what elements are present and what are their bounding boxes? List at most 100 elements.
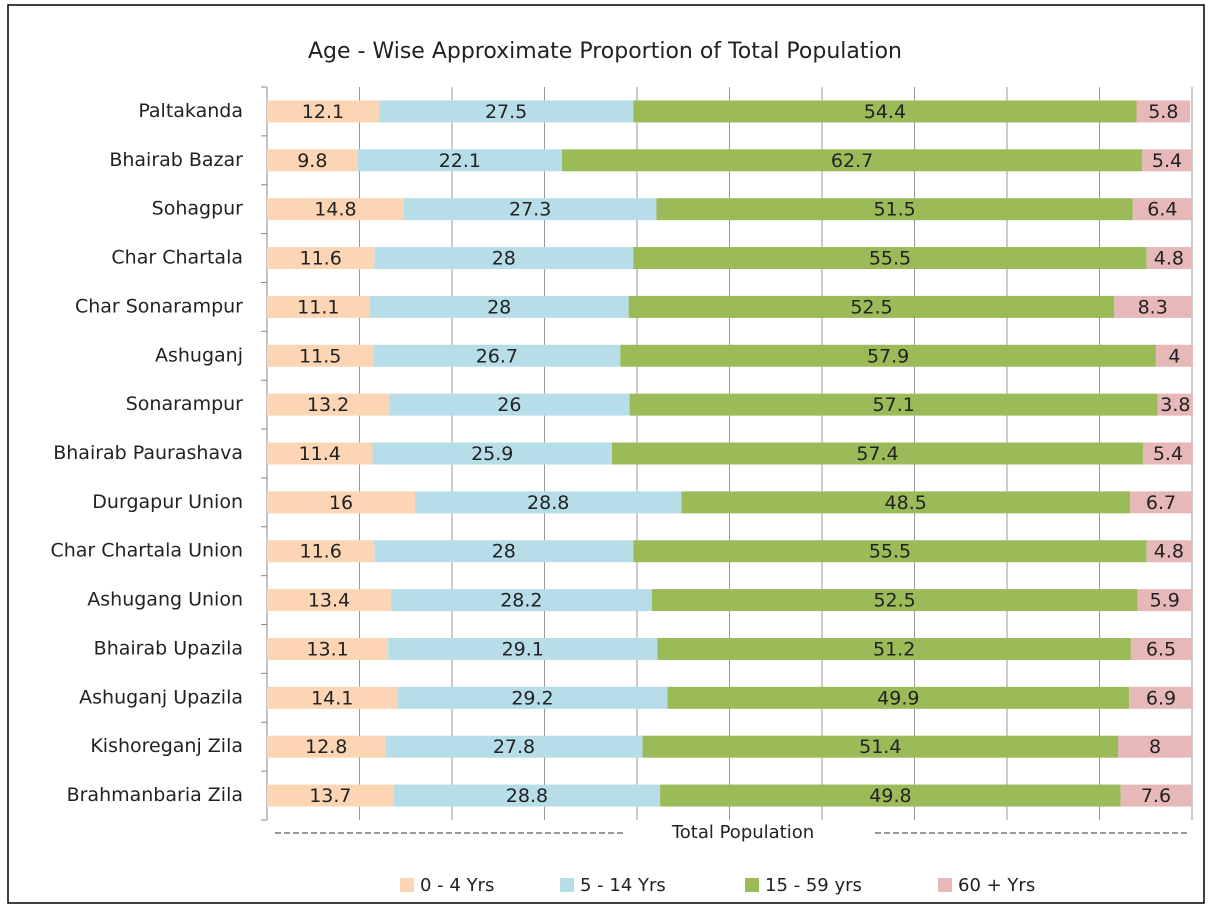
bar-segment — [267, 491, 415, 514]
data-label: 27.5 — [485, 101, 527, 123]
bar-segment — [267, 686, 398, 709]
data-label: 9.8 — [297, 150, 327, 172]
data-label: 8 — [1149, 736, 1161, 758]
bar-segment — [633, 100, 1137, 123]
legend-label: 0 - 4 Yrs — [420, 875, 494, 896]
data-label: 54.4 — [864, 101, 906, 123]
data-label: 26.7 — [476, 345, 518, 367]
data-label: 12.8 — [305, 736, 347, 758]
bar-segment — [612, 442, 1143, 465]
data-label: 5.9 — [1150, 590, 1180, 612]
bar-segment — [267, 149, 358, 172]
bar-segment — [1136, 100, 1191, 123]
data-label: 48.5 — [885, 492, 927, 514]
bar-segment — [629, 393, 1158, 416]
bar-segment — [1142, 442, 1193, 465]
bar-segment — [267, 589, 391, 612]
data-label: 28.2 — [500, 590, 542, 612]
bar-segment — [397, 686, 668, 709]
data-label: 55.5 — [869, 248, 911, 270]
bar-segment — [633, 540, 1147, 563]
bar-segment — [267, 344, 374, 367]
data-label: 11.6 — [299, 248, 341, 270]
bar-segment — [267, 784, 394, 807]
data-label: 11.1 — [297, 296, 339, 318]
bar-segment — [267, 295, 370, 318]
bar-segment — [620, 344, 1156, 367]
data-label: 7.6 — [1141, 785, 1171, 807]
bar-segment — [378, 100, 634, 123]
data-label: 5.4 — [1152, 150, 1182, 172]
y-tick-label: Bhairab Paurashava — [53, 442, 243, 464]
data-label: 51.5 — [873, 199, 915, 221]
bar-segment — [633, 247, 1147, 270]
bar-segment — [390, 589, 652, 612]
data-label: 28 — [487, 296, 511, 318]
bar-segment — [642, 735, 1118, 758]
y-tick-label: Char Chartala Union — [50, 540, 243, 562]
bar-segment — [1146, 247, 1192, 270]
data-label: 3.8 — [1160, 394, 1190, 416]
data-label: 51.4 — [859, 736, 901, 758]
bar-segment — [374, 247, 634, 270]
data-label: 16 — [329, 492, 353, 514]
bar-segment — [267, 100, 379, 123]
bar-segment — [267, 247, 375, 270]
bar-segment — [681, 491, 1131, 514]
bar-segment — [1129, 686, 1193, 709]
data-label: 14.1 — [311, 687, 353, 709]
data-label: 13.2 — [307, 394, 349, 416]
y-tick-label: Ashuganj Upazila — [79, 686, 243, 708]
data-label: 5.8 — [1148, 101, 1178, 123]
data-label: 6.4 — [1147, 199, 1177, 221]
data-label: 4.8 — [1154, 541, 1184, 563]
bar-segment — [1132, 198, 1192, 221]
bar-segment — [267, 198, 404, 221]
data-label: 11.6 — [299, 541, 341, 563]
data-label: 49.8 — [869, 785, 911, 807]
data-label: 8.3 — [1138, 296, 1168, 318]
bar-segment — [656, 198, 1133, 221]
legend-swatch — [560, 878, 574, 892]
data-label: 14.8 — [314, 199, 356, 221]
data-label: 49.9 — [877, 687, 919, 709]
bar-segment — [1114, 295, 1192, 318]
data-label: 22.1 — [439, 150, 481, 172]
y-tick-label: Bhairab Upazila — [94, 637, 243, 659]
y-tick-label: Brahmanbaria Zila — [67, 784, 243, 806]
data-label: 29.2 — [511, 687, 553, 709]
bar-segment — [373, 344, 621, 367]
chart-title: Age - Wise Approximate Proportion of Tot… — [308, 39, 902, 64]
data-label: 11.5 — [299, 345, 341, 367]
data-label: 13.1 — [306, 638, 348, 660]
y-tick-label: Sohagpur — [152, 198, 244, 220]
bar-segment — [267, 735, 386, 758]
bar-segment — [660, 784, 1121, 807]
data-label: 5.4 — [1153, 443, 1183, 465]
data-label: 28 — [492, 541, 516, 563]
data-label: 27.3 — [509, 199, 551, 221]
bar-segment — [385, 735, 643, 758]
bar-segment — [267, 393, 390, 416]
data-label: 13.7 — [309, 785, 351, 807]
data-label: 28.8 — [506, 785, 548, 807]
legend-label: 5 - 14 Yrs — [580, 875, 666, 896]
y-tick-label: Durgapur Union — [92, 491, 243, 513]
y-tick-label: Ashugang Union — [87, 589, 243, 611]
data-label: 28.8 — [527, 492, 569, 514]
bar-segment — [415, 491, 682, 514]
bar-segment — [1120, 784, 1192, 807]
bar-segment — [389, 393, 630, 416]
y-tick-label: Bhairab Bazar — [109, 149, 243, 171]
y-tick-label: Kishoreganj Zila — [90, 735, 243, 757]
bar-segment — [1146, 540, 1192, 563]
data-label: 4 — [1168, 345, 1180, 367]
data-label: 57.9 — [867, 345, 909, 367]
data-label: 52.5 — [873, 590, 915, 612]
bar-segment — [357, 149, 563, 172]
data-label: 25.9 — [471, 443, 513, 465]
bar-segment — [667, 686, 1130, 709]
bar-segment — [1157, 393, 1193, 416]
y-tick-label: Char Sonarampur — [75, 295, 243, 317]
